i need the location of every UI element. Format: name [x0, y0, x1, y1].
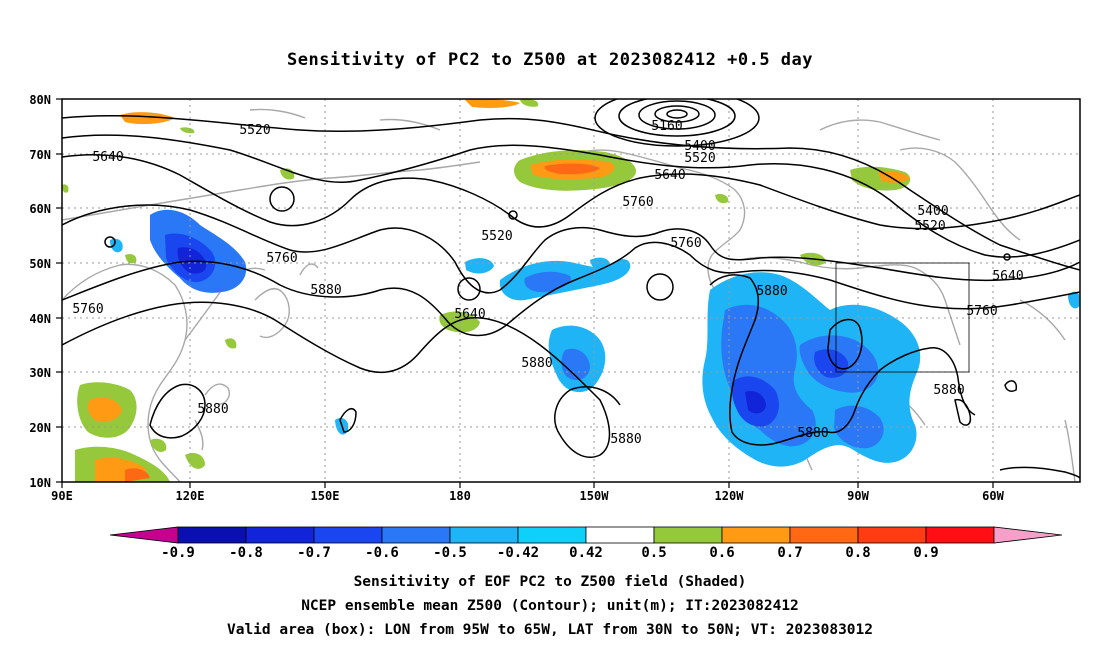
contour-label: 5640 — [992, 269, 1023, 284]
colorbar-label: 0.5 — [641, 545, 666, 561]
colorbar-segment — [313, 526, 383, 544]
contour-label: 5880 — [933, 383, 964, 398]
colorbar-label: 0.42 — [569, 545, 603, 561]
colorbar-segment — [721, 526, 791, 544]
lon-labels: 90E 120E 150E 180 150W 120W 90W 60W — [51, 489, 1004, 503]
contour-label: 5640 — [454, 307, 485, 322]
colorbar-segment — [177, 526, 247, 544]
contour-label: 5520 — [684, 151, 715, 166]
contour-label: 5880 — [310, 283, 341, 298]
contour-label: 5760 — [670, 236, 701, 251]
contour-label: 5880 — [521, 356, 552, 371]
contour-label: 5640 — [92, 150, 123, 165]
lat-label: 60N — [29, 202, 51, 216]
contour-label: 5520 — [239, 123, 270, 138]
lon-label: 90E — [51, 489, 73, 503]
contour-label: 5760 — [72, 302, 103, 317]
contour-label: 5880 — [610, 432, 641, 447]
z500-contours — [62, 99, 1080, 479]
lat-label: 20N — [29, 421, 51, 435]
colorbar-segment — [585, 526, 655, 544]
lon-label: 150W — [580, 489, 610, 503]
colorbar-segment — [381, 526, 451, 544]
lon-label: 150E — [311, 489, 340, 503]
contour-label: 5760 — [622, 195, 653, 210]
colorbar-label: -0.5 — [433, 545, 467, 561]
contour-label: 5640 — [654, 168, 685, 183]
footer-line-1: Sensitivity of EOF PC2 to Z500 field (Sh… — [353, 574, 747, 590]
contour-label: 5160 — [651, 119, 682, 134]
lat-lon-grid — [62, 99, 1080, 482]
sensitivity-shading — [62, 99, 1080, 482]
lon-label: 90W — [847, 489, 869, 503]
colorbar-segment — [245, 526, 315, 544]
footer-line-2: NCEP ensemble mean Z500 (Contour); unit(… — [301, 598, 799, 614]
colorbar-label: -0.42 — [497, 545, 539, 561]
lat-label: 10N — [29, 476, 51, 490]
contour-label: 5520 — [914, 219, 945, 234]
contour-label: 5520 — [481, 229, 512, 244]
contour-label: 5880 — [797, 426, 828, 441]
colorbar-label: 0.6 — [709, 545, 734, 561]
colorbar-segment — [517, 526, 587, 544]
contour-label: 5760 — [266, 251, 297, 266]
colorbar-extend-right — [993, 526, 1063, 544]
contour-label: 5760 — [966, 304, 997, 319]
colorbar-label: -0.9 — [161, 545, 195, 561]
lat-label: 70N — [29, 148, 51, 162]
contour-label: 5400 — [917, 204, 948, 219]
lon-label: 60W — [982, 489, 1004, 503]
colorbar-label: 0.7 — [777, 545, 802, 561]
contour-label: 5880 — [197, 402, 228, 417]
lat-label: 40N — [29, 312, 51, 326]
colorbar-segment — [449, 526, 519, 544]
footer-line-3: Valid area (box): LON from 95W to 65W, L… — [226, 622, 873, 638]
lon-label: 120E — [176, 489, 205, 503]
map-frame — [61, 98, 1081, 483]
contour-labels: 5520 5640 5160 5400 5520 5640 5760 5520 … — [72, 119, 1023, 447]
map-plot-area: 5520 5640 5160 5400 5520 5640 5760 5520 … — [62, 99, 1080, 482]
lat-label: 30N — [29, 366, 51, 380]
lat-label: 50N — [29, 257, 51, 271]
colorbar-segment — [653, 526, 723, 544]
colorbar-extend-left — [109, 526, 179, 544]
colorbar-label: 0.8 — [845, 545, 870, 561]
colorbar-label: 0.9 — [913, 545, 938, 561]
colorbar-label: -0.6 — [365, 545, 399, 561]
lon-label: 120W — [715, 489, 745, 503]
colorbar-segment — [789, 526, 859, 544]
lon-label: 180 — [449, 489, 471, 503]
contour-label: 5400 — [684, 139, 715, 154]
lat-labels: 80N 70N 60N 50N 40N 30N 20N 10N — [29, 93, 51, 490]
contour-label: 5880 — [756, 284, 787, 299]
valid-area-box — [835, 262, 970, 373]
colorbar: -0.9 -0.8 -0.7 -0.6 -0.5 -0.42 0.42 0.5 0.6 0.7 0.… — [109, 526, 1063, 561]
axis-ticks — [56, 98, 994, 488]
colorbar-segment — [925, 526, 995, 544]
colorbar-segment — [857, 526, 927, 544]
colorbar-label: -0.7 — [297, 545, 331, 561]
lat-label: 80N — [29, 93, 51, 107]
colorbar-label: -0.8 — [229, 545, 263, 561]
map-title: Sensitivity of PC2 to Z500 at 2023082412… — [286, 50, 813, 70]
